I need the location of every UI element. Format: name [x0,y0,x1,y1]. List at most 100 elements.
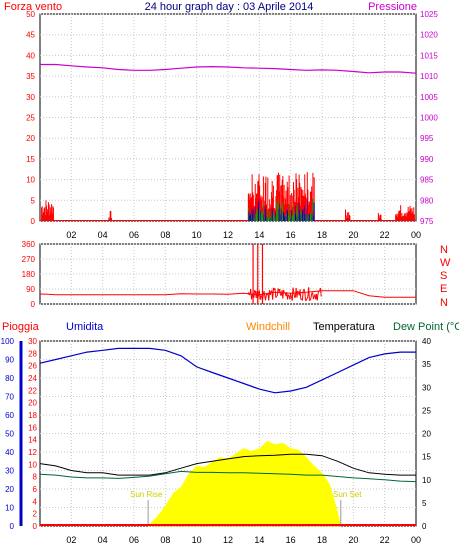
y-tick-label-rain: 30 [28,337,37,346]
y-tick-label-pressure: 1015 [420,51,438,60]
y-tick-label-direction: 90 [26,285,35,294]
y-tick-label-pressure: 985 [420,176,434,185]
y-tick-label-rain: 4 [33,497,38,506]
x-tick-label: 06 [129,230,139,240]
direction-noise [255,290,256,291]
graph-title: 24 hour graph day : 03 Aprile 2014 [145,1,314,13]
y-tick-label-humidity: 30 [5,467,14,476]
y-tick-label-wind: 0 [31,217,36,226]
y-tick-label-temperature: 35 [422,360,431,369]
x-tick-label: 06 [129,535,139,545]
x-tick-label: 20 [348,535,358,545]
y-tick-label-direction: 360 [22,240,36,249]
x-tick-label: 08 [160,230,170,240]
y-tick-label-wind: 25 [26,114,35,123]
y-tick-label-humidity: 0 [10,522,15,531]
y-tick-label-humidity: 80 [5,374,14,383]
dir-letter-s: S [440,270,447,282]
x-tick-label: 04 [98,535,108,545]
y-tick-label-humidity: 60 [5,411,14,420]
y-tick-label-humidity: 40 [5,448,14,457]
y-tick-label-rain: 0 [33,522,38,531]
windchill-label: Windchill [246,321,290,333]
x-tick-label: 00 [411,535,421,545]
y-tick-label-rain: 26 [28,362,37,371]
y-tick-label-wind: 45 [26,31,35,40]
y-tick-label-rain: 14 [28,436,37,445]
direction-noise [307,297,308,298]
x-tick-label: 22 [380,535,390,545]
y-tick-label-wind: 20 [26,134,35,143]
y-tick-label-direction: 270 [22,255,36,264]
y-tick-label-wind: 40 [26,51,35,60]
y-tick-label-temperature: 30 [422,383,431,392]
y-tick-label-rain: 20 [28,399,37,408]
x-tick-label: 02 [66,230,76,240]
y-tick-label-rain: 2 [33,510,38,519]
y-tick-label-wind: 15 [26,155,35,164]
y-tick-label-humidity: 90 [5,356,14,365]
dir-letter-n-bottom: N [440,297,448,309]
x-tick-label: 16 [286,535,296,545]
dir-letter-e: E [440,283,447,295]
x-tick-label: 12 [223,535,233,545]
y-tick-label-pressure: 980 [420,196,434,205]
x-tick-label: 18 [317,535,327,545]
x-tick-label: 08 [160,535,170,545]
direction-noise [298,291,299,292]
pressure-label: Pressione [368,1,417,13]
y-tick-label-pressure: 1000 [420,114,438,123]
y-tick-label-pressure: 990 [420,155,434,164]
dir-letter-w: W [440,257,451,269]
y-tick-label-rain: 6 [33,485,38,494]
y-tick-label-direction: 0 [31,300,36,309]
y-tick-label-temperature: 0 [422,522,427,531]
dir-letter-n-top: N [440,244,448,256]
y-tick-label-pressure: 1020 [420,31,438,40]
direction-noise [288,295,289,296]
direction-noise [261,295,262,297]
y-tick-label-wind: 35 [26,72,35,81]
y-tick-label-temperature: 5 [422,499,427,508]
x-tick-label: 20 [348,230,358,240]
y-tick-label-wind: 5 [31,196,36,205]
y-tick-label-humidity: 50 [5,430,14,439]
y-tick-label-temperature: 40 [422,337,431,346]
rain-label: Pioggia [2,321,40,333]
x-tick-label: 14 [254,535,264,545]
temperature-label: Temperatura [313,321,376,333]
top-panel-frame [40,14,416,221]
x-tick-label: 00 [411,230,421,240]
x-tick-label: 16 [286,230,296,240]
x-tick-label: 04 [98,230,108,240]
y-tick-label-temperature: 15 [422,453,431,462]
y-tick-label-pressure: 1005 [420,93,438,102]
y-tick-label-humidity: 70 [5,393,14,402]
x-tick-label: 10 [192,535,202,545]
x-tick-label: 12 [223,230,233,240]
x-tick-label: 18 [317,230,327,240]
dewpoint-label: Dew Point (°C [393,321,459,333]
y-tick-label-humidity: 100 [1,337,15,346]
y-tick-label-humidity: 10 [5,504,14,513]
x-tick-label: 22 [380,230,390,240]
y-tick-label-rain: 24 [28,374,37,383]
y-tick-label-humidity: 20 [5,485,14,494]
y-tick-label-wind: 10 [26,176,35,185]
x-tick-label: 10 [192,230,202,240]
y-tick-label-pressure: 995 [420,134,434,143]
humidity-label: Umidita [66,321,104,333]
direction-noise [277,296,278,297]
y-tick-label-wind: 30 [26,93,35,102]
y-tick-label-temperature: 25 [422,406,431,415]
y-tick-label-temperature: 10 [422,476,431,485]
y-tick-label-rain: 10 [28,460,37,469]
y-tick-label-temperature: 20 [422,430,431,439]
y-tick-label-pressure: 1025 [420,10,438,19]
y-tick-label-rain: 16 [28,423,37,432]
y-tick-label-direction: 180 [22,270,36,279]
y-tick-label-pressure: 975 [420,217,434,226]
y-tick-label-rain: 28 [28,349,37,358]
